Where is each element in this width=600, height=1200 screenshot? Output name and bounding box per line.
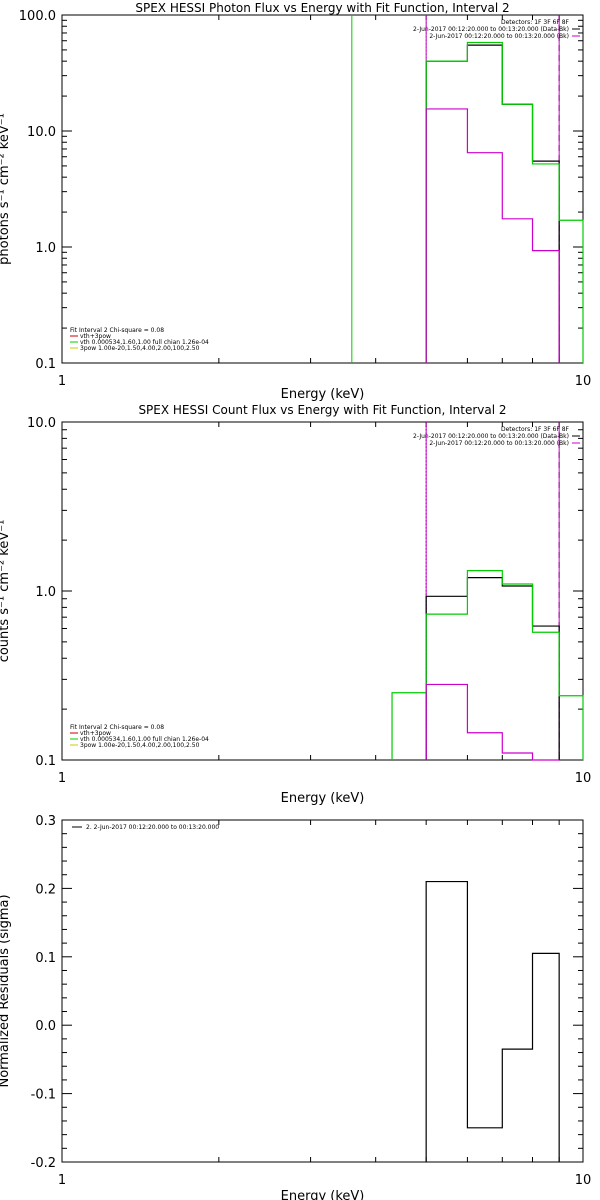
plot-frame: [61, 14, 584, 364]
y-tick-label: 0.1: [35, 357, 56, 372]
series-1-histogram: [425, 880, 560, 1162]
series-3-histogram: [425, 683, 560, 761]
y-tick-label: 0.1: [35, 951, 56, 966]
x-tick-label: 10: [575, 771, 592, 786]
x-axis-label: Energy (keV): [281, 387, 365, 402]
legend-entry: 2-Jun-2017 00:12:20.000 to 00:13:20.000 …: [429, 33, 569, 40]
series-1-histogram: [425, 44, 560, 363]
chart-title: SPEX HESSI Count Flux vs Energy with Fit…: [138, 403, 506, 417]
fit-legend-entry: 3pow 1.00e-20,1.50,4.00,2.00,100,2.50: [80, 345, 200, 352]
chart-panel-2: SPEX HESSI Count Flux vs Energy with Fit…: [0, 403, 591, 806]
x-axis-label: Energy (keV): [281, 1189, 365, 1200]
legend-entry: Detectors: 1F 3F 6F 8F: [501, 426, 570, 433]
y-tick-label: 0.2: [35, 882, 56, 897]
fit-legend-entry: vth 0.000534,1.60,1.00 full chian 1.26e-…: [80, 339, 209, 346]
y-axis-label: counts s⁻¹ cm⁻² keV⁻¹: [0, 520, 12, 663]
chart-panel-1: SPEX HESSI Photon Flux vs Energy with Fi…: [0, 1, 591, 402]
fit-legend-entry: vth+3pow: [80, 333, 111, 340]
legend-entry: 2-Jun-2017 00:12:20.000 to 00:13:20.000 …: [413, 26, 569, 33]
legend-entry: Detectors: 1F 3F 6F 8F: [501, 19, 570, 26]
fit-legend-entry: Fit Interval 2 Chi-square = 0.08: [70, 724, 164, 731]
y-tick-label: 1.0: [35, 241, 56, 256]
y-tick-label: 10.0: [27, 416, 56, 431]
y-axis-label: photons s⁻¹ cm⁻² keV⁻¹: [0, 113, 12, 265]
x-tick-label: 10: [575, 374, 592, 389]
y-tick-label: 10.0: [27, 125, 56, 140]
series-3-histogram: [425, 108, 560, 363]
y-tick-label: 0.3: [35, 814, 56, 829]
legend-entry: 2. 2-Jun-2017 00:12:20.000 to 00:13:20.0…: [86, 824, 219, 831]
x-tick-label: 10: [575, 1173, 592, 1188]
y-tick-label: 0.1: [35, 754, 56, 769]
y-tick-label: 100.0: [19, 9, 56, 24]
plot-frame: [61, 421, 584, 761]
x-tick-label: 1: [58, 374, 66, 389]
y-tick-label: -0.1: [31, 1088, 56, 1103]
y-tick-label: -0.2: [31, 1156, 56, 1171]
x-tick-label: 1: [58, 771, 66, 786]
legend-entry: 2-Jun-2017 00:12:20.000 to 00:13:20.000 …: [429, 440, 569, 447]
series-2-histogram: [425, 41, 584, 363]
chart-panel-3: 1 10 -0.2 -0.1 0.0 0.1 0.2 0.3 Energy (keV) Norma…: [0, 814, 591, 1200]
fit-legend-entry: vth+3pow: [80, 730, 111, 737]
series-2-histogram: [391, 570, 584, 760]
chart-title: SPEX HESSI Photon Flux vs Energy with Fi…: [135, 1, 509, 15]
y-tick-label: 1.0: [35, 585, 56, 600]
fit-legend-entry: vth 0.000534,1.60,1.00 full chian 1.26e-…: [80, 736, 209, 743]
fit-legend-entry: Fit Interval 2 Chi-square = 0.08: [70, 327, 164, 334]
legend-entry: 2-Jun-2017 00:12:20.000 to 00:13:20.000 …: [413, 433, 569, 440]
y-tick-label: 0.0: [35, 1019, 56, 1034]
y-axis-label: Normalized Residuals (sigma): [0, 894, 12, 1087]
plot-frame: [61, 819, 584, 1163]
x-tick-label: 1: [58, 1173, 66, 1188]
x-axis-label: Energy (keV): [281, 791, 365, 806]
fit-legend-entry: 3pow 1.00e-20,1.50,4.00,2.00,100,2.50: [80, 742, 200, 749]
